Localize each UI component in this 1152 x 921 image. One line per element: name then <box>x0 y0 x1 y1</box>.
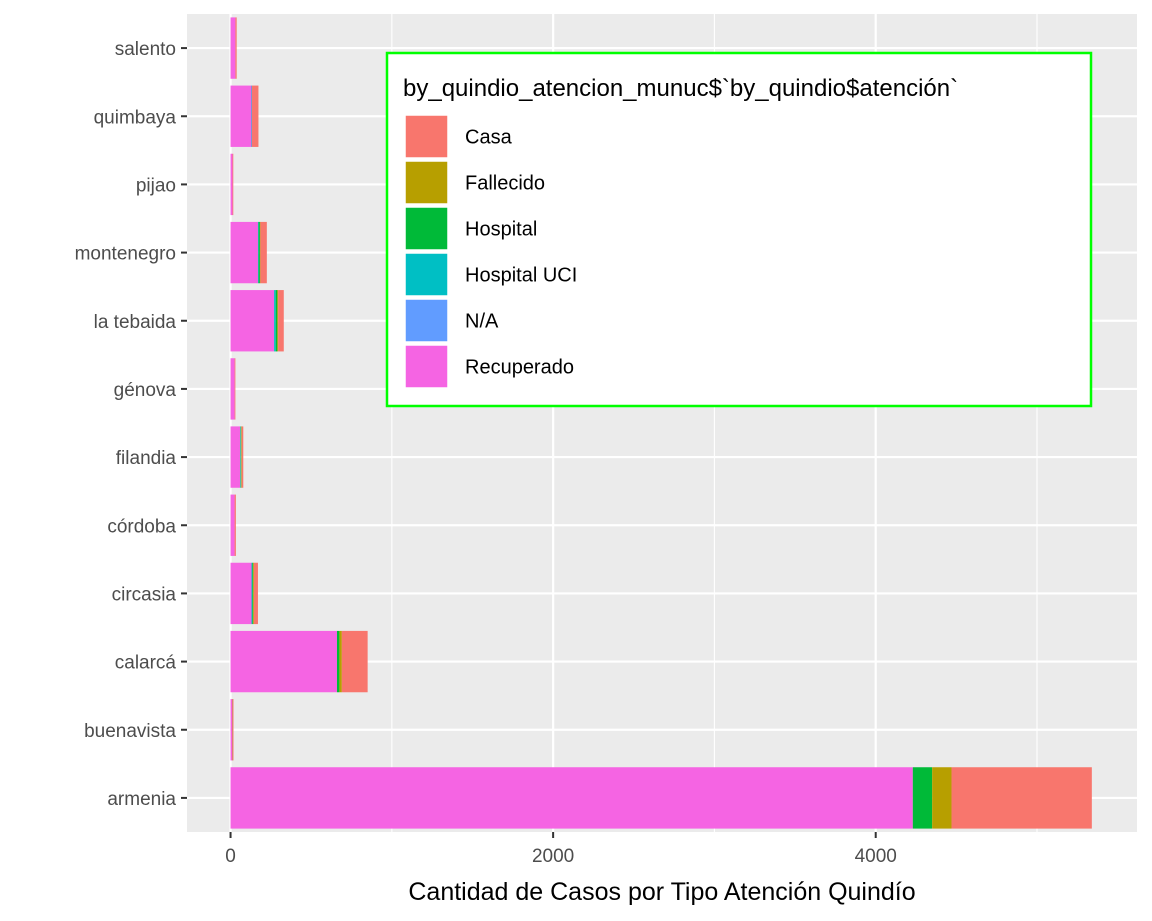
bar-segment-casa <box>252 85 259 147</box>
bar-group-calarcá <box>230 630 368 693</box>
bar-segment-recuperado <box>230 17 236 79</box>
legend-label: Hospital UCI <box>465 265 577 287</box>
bar-segment-casa <box>253 562 258 625</box>
bar-segment-recuperado <box>230 630 337 693</box>
bar-segment-hospital <box>275 290 278 352</box>
bar-segment-fallecido <box>253 562 254 625</box>
bar-segment-fallecido <box>259 221 261 284</box>
legend-key <box>404 252 449 297</box>
y-axis: armenia buenavista calarcá circasia córdoba f… <box>75 39 187 810</box>
y-tick-label: montenegro <box>75 244 176 265</box>
bar-group-salento <box>230 17 237 79</box>
legend-box <box>385 51 1093 408</box>
legend-key <box>404 114 449 159</box>
x-axis: 0 2000 4000 <box>225 832 897 867</box>
legend-item: Hospital <box>404 206 537 251</box>
y-tick-label: salento <box>115 39 176 60</box>
legend: by_quindio_atencion_munuc$`by_quindio$at… <box>385 51 1093 408</box>
legend-key <box>404 206 449 251</box>
bar-segment-fallecido <box>232 699 233 761</box>
bar-segment-recuperado <box>230 290 275 352</box>
bar-group-montenegro <box>230 221 267 284</box>
bar-segment-recuperado <box>230 562 252 625</box>
legend-items: Casa Fallecido Hospital Hospital UCI N/A Recu… <box>404 114 577 389</box>
bar-segment-hospital-uci <box>274 290 276 352</box>
y-tick-label: la tebaida <box>94 312 177 333</box>
bar-segment-casa <box>235 17 237 79</box>
bar-segment-hospital-uci <box>240 426 241 488</box>
bar-group-córdoba <box>230 494 236 556</box>
bar-group-buenavista <box>230 699 234 761</box>
bar-segment-recuperado <box>230 221 258 284</box>
y-tick-label: pijao <box>136 175 176 196</box>
bar-segment-fallecido <box>277 290 279 352</box>
bar-segment-casa <box>260 221 267 284</box>
bar-segment-casa <box>341 630 368 693</box>
y-tick-label: génova <box>114 380 177 401</box>
bar-group-filandia <box>230 426 244 488</box>
y-tick-label: armenia <box>107 789 176 810</box>
y-tick-label: circasia <box>112 584 177 605</box>
bar-segment-hospital-uci <box>257 221 259 284</box>
x-axis-title: Cantidad de Casos por Tipo Atención Quin… <box>408 878 915 906</box>
legend-title: by_quindio_atencion_munuc$`by_quindio$at… <box>403 75 958 102</box>
legend-item: Casa <box>404 114 513 159</box>
legend-item: Fallecido <box>404 160 545 205</box>
y-tick-label: quimbaya <box>94 107 177 128</box>
legend-label: Recuperado <box>465 357 574 379</box>
bar-group-circasia <box>230 562 258 625</box>
legend-item: N/A <box>404 298 499 343</box>
legend-key <box>404 298 449 343</box>
bar-segment-hospital-uci <box>251 85 253 147</box>
y-tick-label: córdoba <box>107 516 176 537</box>
bar-segment-recuperado <box>230 767 913 829</box>
bar-segment-fallecido <box>339 630 342 693</box>
bar-segment-fallecido <box>932 767 952 829</box>
bar-group-pijao <box>230 153 234 216</box>
x-tick-label: 4000 <box>855 846 897 867</box>
legend-label: Casa <box>465 127 513 149</box>
legend-key <box>404 344 449 389</box>
bars <box>230 17 1092 829</box>
legend-label: Hospital <box>465 219 537 241</box>
bar-segment-recuperado <box>230 85 252 147</box>
bar-segment-recuperado <box>230 426 241 488</box>
bar-group-quimbaya <box>230 85 259 147</box>
bar-segment-hospital <box>912 767 933 829</box>
bar-segment-casa <box>234 494 236 556</box>
bar-segment-recuperado <box>230 358 235 420</box>
bar-segment-hospital-uci <box>251 562 253 625</box>
bar-segment-recuperado <box>230 494 235 556</box>
legend-item: Recuperado <box>404 344 574 389</box>
legend-item: Hospital UCI <box>404 252 577 297</box>
y-tick-label: filandia <box>116 448 177 469</box>
bar-segment-hospital <box>240 426 242 488</box>
x-tick-label: 2000 <box>532 846 574 867</box>
x-tick-label: 0 <box>225 846 236 867</box>
bar-segment-hospital <box>258 221 260 284</box>
bar-segment-casa <box>951 767 1092 829</box>
legend-label: Fallecido <box>465 173 545 195</box>
bar-segment-recuperado <box>230 153 233 216</box>
bar-group-armenia <box>230 767 1092 829</box>
legend-label: N/A <box>465 311 499 333</box>
bar-segment-hospital <box>337 630 340 693</box>
bar-group-la tebaida <box>230 290 284 352</box>
legend-key <box>404 160 449 205</box>
bar-segment-casa <box>278 290 284 352</box>
bar-segment-hospital <box>252 562 254 625</box>
y-tick-label: buenavista <box>84 721 176 742</box>
bar-segment-casa <box>232 699 234 761</box>
bar-segment-recuperado <box>230 699 233 761</box>
bar-group-génova <box>230 358 236 420</box>
bar-segment-casa <box>234 358 236 420</box>
y-tick-label: calarcá <box>115 653 177 674</box>
bar-segment-casa <box>232 153 234 216</box>
bar-segment-fallecido <box>241 426 242 488</box>
bar-segment-casa <box>241 426 244 488</box>
